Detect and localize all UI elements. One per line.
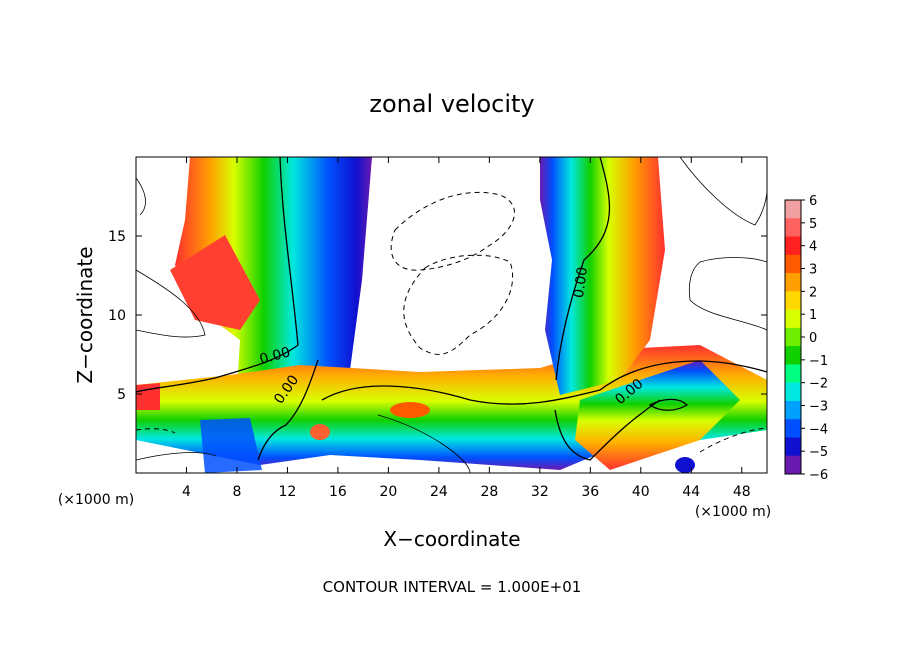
colorbar-swatch: [785, 291, 801, 311]
x-tick-label: 8: [232, 484, 241, 500]
contour-lines-negative: [136, 191, 767, 453]
y-axis-label: Z−coordinate: [73, 246, 97, 383]
contour-interval-footer: CONTOUR INTERVAL = 1.000E+01: [323, 578, 582, 596]
colorbar-tick-label: 0: [809, 331, 817, 346]
colorbar-tick-label: 1: [809, 308, 817, 323]
colorbar-tick-label: 5: [809, 217, 817, 232]
x-tick-label: 12: [279, 484, 297, 500]
colorbar-swatch: [785, 455, 801, 475]
colorbar-swatch: [785, 309, 801, 329]
x-axis-label: X−coordinate: [383, 527, 520, 551]
colorbar-swatch: [785, 218, 801, 238]
y-tick-label: 15: [108, 229, 126, 245]
colorbar-tick-label: −1: [809, 354, 828, 369]
colorbar-tick-label: 3: [809, 263, 817, 278]
x-tick-label: 28: [480, 484, 498, 500]
colorbar-tick-label: −5: [809, 445, 828, 460]
colorbar-swatch: [785, 200, 801, 219]
colorbar-swatch: [785, 364, 801, 384]
colorbar-tick-label: −2: [809, 377, 828, 392]
colorbar-swatch: [785, 419, 801, 438]
contour-lines: [136, 157, 767, 473]
colorbar-swatch: [785, 273, 801, 292]
y-tick-label: 5: [117, 387, 126, 403]
contour-label: 0.00: [571, 266, 591, 299]
x-tick-label: 4: [182, 484, 191, 500]
x-tick-label: 44: [682, 484, 700, 500]
colorbar-tick-label: −3: [809, 400, 828, 415]
colorbar-swatch: [785, 327, 801, 347]
colorbar-tick-label: −6: [809, 468, 828, 483]
x-unit-right: (×1000 m): [695, 504, 771, 520]
x-tick-label: 16: [329, 484, 347, 500]
colorbar-swatch: [785, 400, 801, 420]
colorbar-tick-label: 2: [809, 285, 817, 300]
x-tick-label: 48: [733, 484, 751, 500]
colorbar-tick-label: −4: [809, 422, 828, 437]
colorbar-swatch: [785, 254, 801, 274]
x-tick-label: 20: [379, 484, 397, 500]
y-tick-label: 10: [108, 308, 126, 324]
velocity-field: [136, 157, 767, 473]
x-unit-left: (×1000 m): [58, 492, 134, 508]
colorbar-labels: 6 5 4 3 2 1 0 −1 −2 −3 −4 −5 −6: [801, 194, 828, 483]
colorbar: [784, 199, 802, 475]
colorbar-swatch: [785, 236, 801, 256]
colorbar-swatch: [785, 346, 801, 365]
chart-title: zonal velocity: [369, 90, 534, 118]
x-tick-label: 40: [632, 484, 650, 500]
x-tick-label: 36: [581, 484, 599, 500]
colorbar-swatch: [785, 437, 801, 457]
x-axis-ticks: 4 8 12 16 20 24 28 32 36 40 44 48: [182, 157, 751, 500]
x-tick-label: 32: [531, 484, 549, 500]
contour-label: 0.00: [258, 344, 292, 368]
x-tick-label: 24: [430, 484, 448, 500]
colorbar-swatch: [785, 382, 801, 402]
colorbar-tick-label: 4: [809, 240, 817, 255]
y-axis-ticks: 5 10 15: [108, 229, 767, 403]
colorbar-tick-label: 6: [809, 194, 817, 209]
